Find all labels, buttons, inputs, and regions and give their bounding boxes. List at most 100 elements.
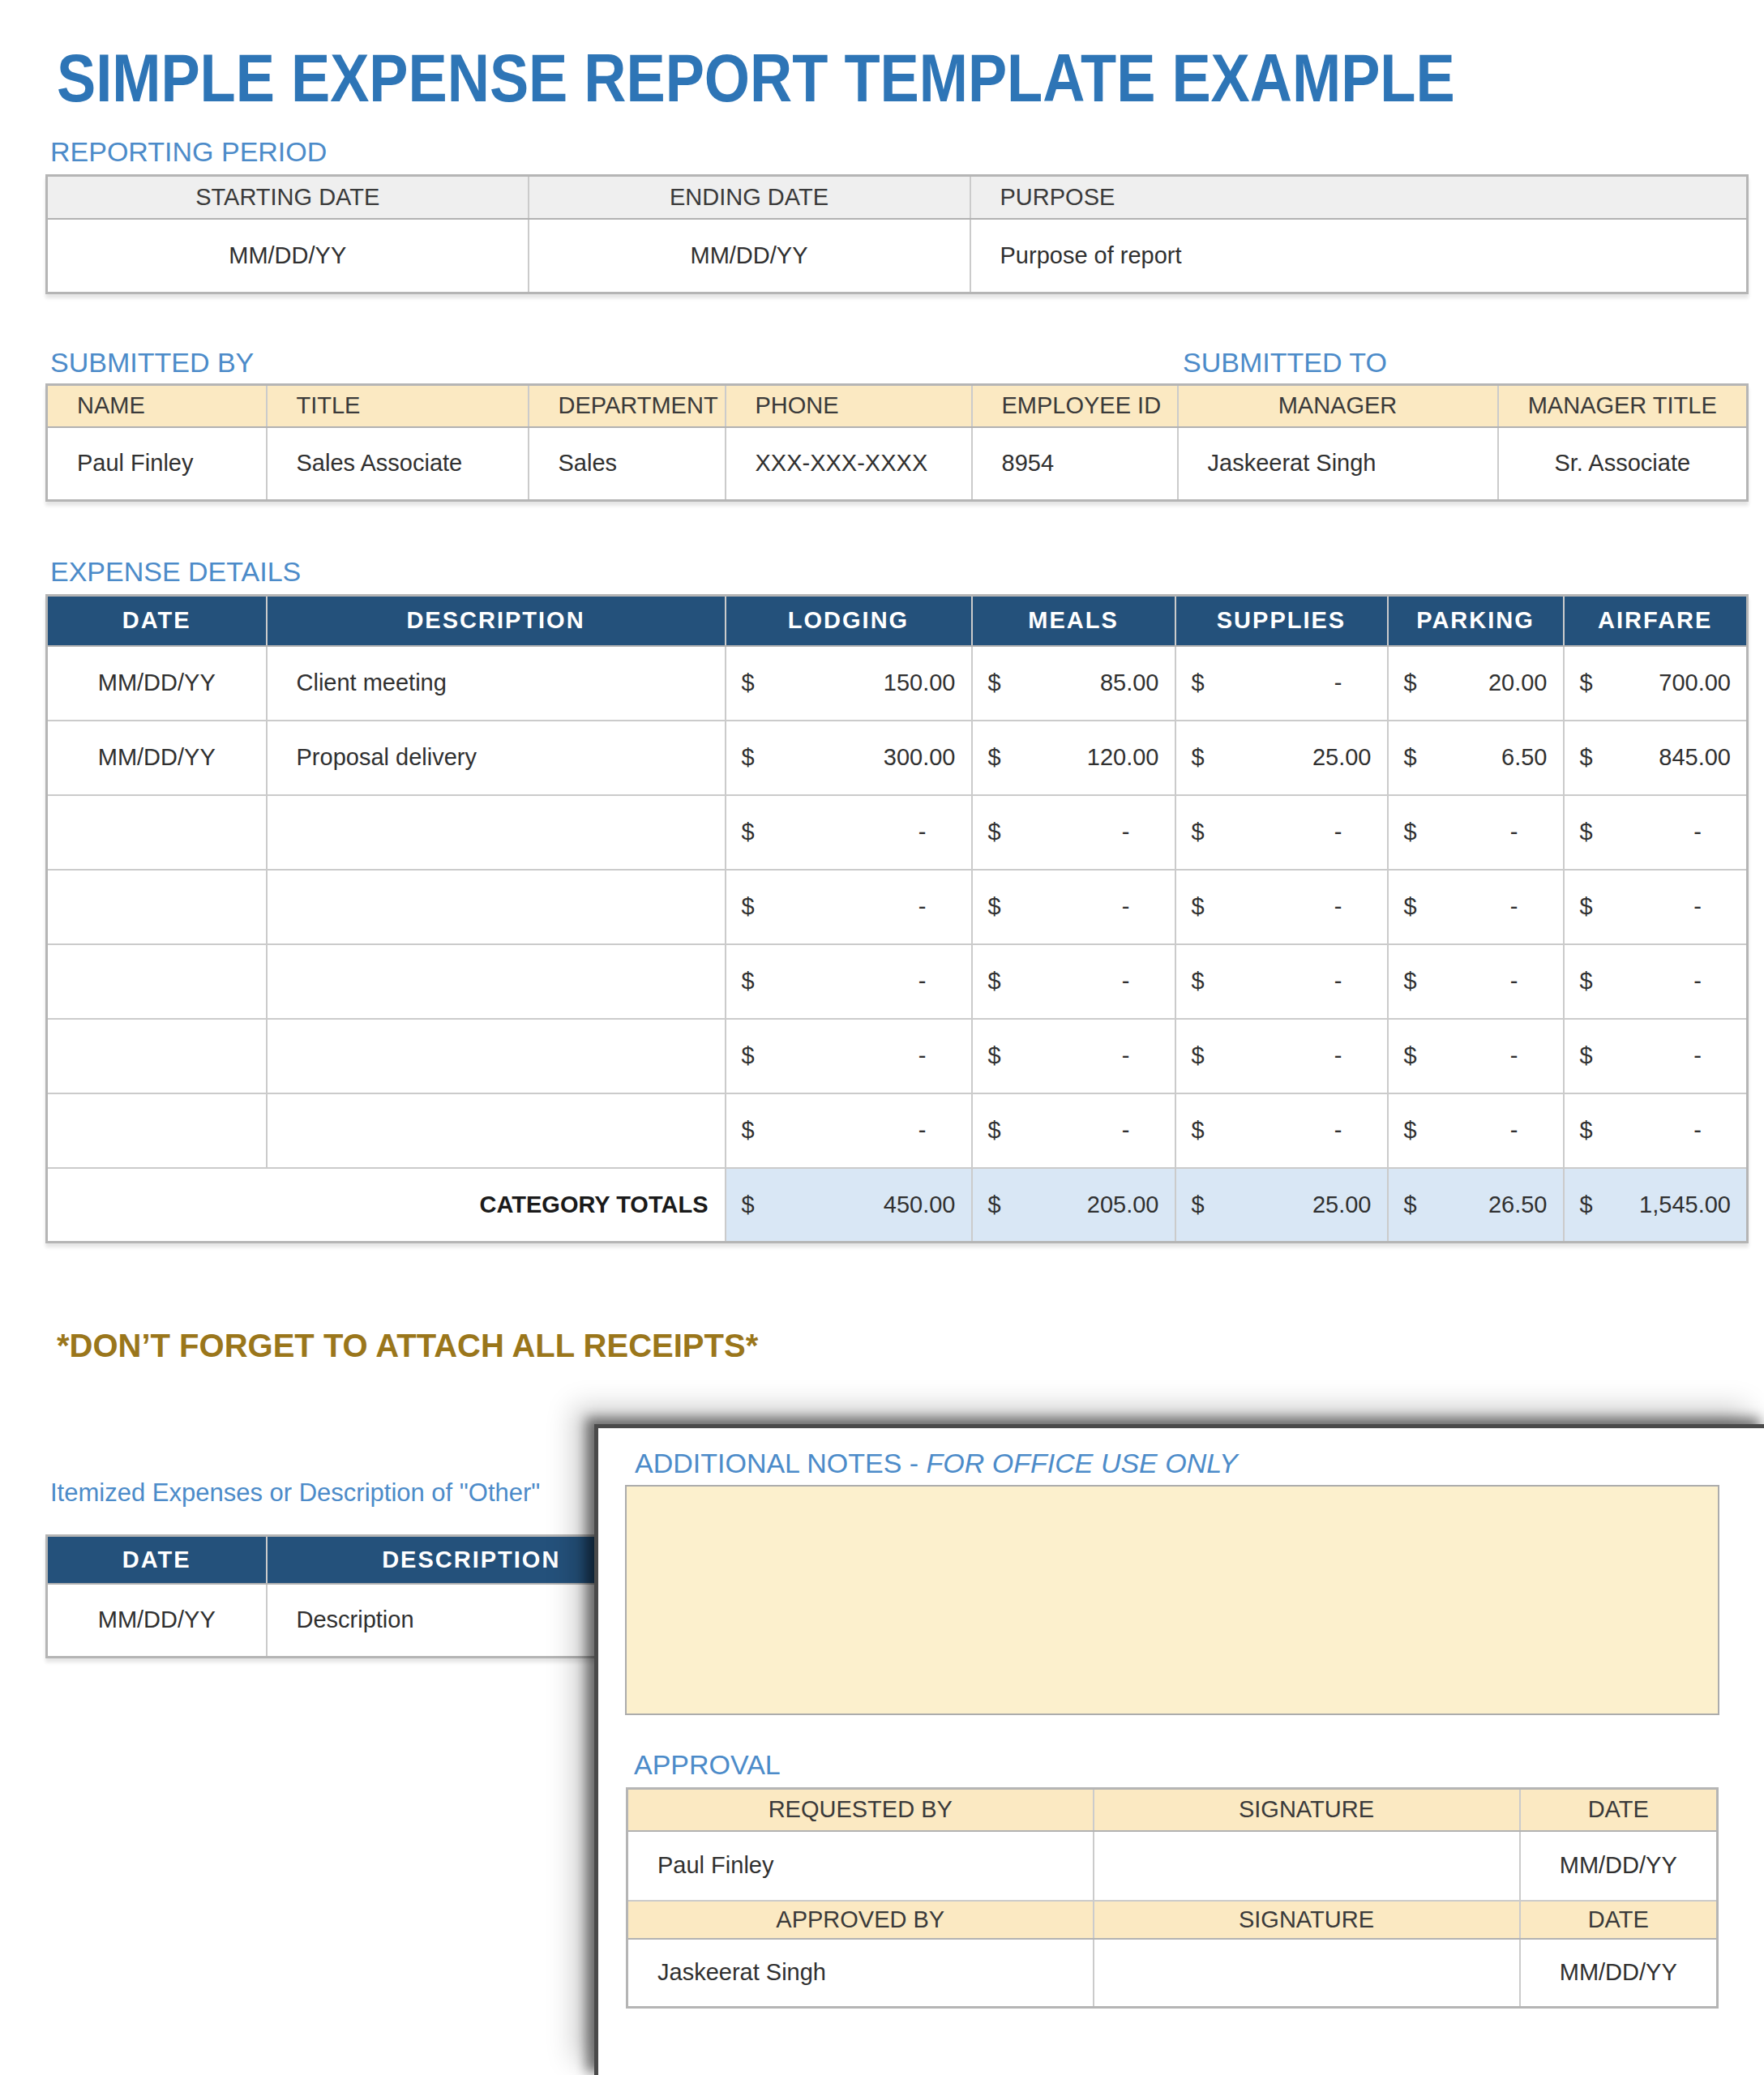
currency-symbol: $ xyxy=(742,968,755,995)
expense-date-field[interactable]: MM/DD/YY xyxy=(47,646,267,721)
expense-row: MM/DD/YYClient meeting$150.00$85.00$-$20… xyxy=(47,646,1748,721)
amount-cell[interactable]: $205.00 xyxy=(972,1168,1175,1243)
col-header-signature: SIGNATURE xyxy=(1094,1789,1520,1831)
currency-symbol: $ xyxy=(1192,744,1205,771)
amount-cell[interactable]: $- xyxy=(972,870,1175,944)
department-field[interactable]: Sales xyxy=(529,427,726,501)
amount-cell[interactable]: $- xyxy=(972,1019,1175,1093)
amount-cell[interactable]: $- xyxy=(1388,944,1564,1019)
starting-date-field[interactable]: MM/DD/YY xyxy=(47,219,529,293)
expense-description-field[interactable] xyxy=(267,870,726,944)
amount-cell[interactable]: $20.00 xyxy=(1388,646,1564,721)
currency-symbol: $ xyxy=(988,670,1001,696)
amount-value: - xyxy=(1122,893,1159,920)
amount-cell[interactable]: $- xyxy=(1564,1019,1748,1093)
amount-cell[interactable]: $- xyxy=(1564,795,1748,870)
amount-value: - xyxy=(1510,893,1548,920)
amount-cell[interactable]: $- xyxy=(726,1019,972,1093)
amount-cell[interactable]: $- xyxy=(1388,870,1564,944)
amount-cell[interactable]: $6.50 xyxy=(1388,721,1564,795)
approved-signature-field[interactable] xyxy=(1094,1939,1520,2008)
section-label-submitted-by: SUBMITTED BY xyxy=(50,347,254,379)
title-field[interactable]: Sales Associate xyxy=(267,427,529,501)
expense-date-field[interactable] xyxy=(47,870,267,944)
manager-title-field[interactable]: Sr. Associate xyxy=(1498,427,1748,501)
amount-cell[interactable]: $- xyxy=(972,944,1175,1019)
amount-cell[interactable]: $- xyxy=(1175,944,1388,1019)
amount-cell[interactable]: $- xyxy=(1388,1093,1564,1168)
currency-symbol: $ xyxy=(1404,1042,1417,1069)
expense-date-field[interactable] xyxy=(47,944,267,1019)
currency-symbol: $ xyxy=(1580,893,1593,920)
amount-value: 6.50 xyxy=(1501,744,1547,771)
expense-description-field[interactable]: Proposal delivery xyxy=(267,721,726,795)
amount-value: - xyxy=(1122,968,1159,995)
currency-symbol: $ xyxy=(1580,819,1593,845)
amount-cell[interactable]: $25.00 xyxy=(1175,1168,1388,1243)
amount-value: - xyxy=(1693,968,1731,995)
amount-cell[interactable]: $- xyxy=(726,944,972,1019)
additional-notes-input-area[interactable] xyxy=(625,1485,1719,1715)
amount-cell[interactable]: $450.00 xyxy=(726,1168,972,1243)
phone-field[interactable]: XXX-XXX-XXXX xyxy=(726,427,972,501)
reporting-period-value-row: MM/DD/YY MM/DD/YY Purpose of report xyxy=(47,219,1748,293)
ending-date-field[interactable]: MM/DD/YY xyxy=(529,219,970,293)
expense-description-field[interactable] xyxy=(267,1093,726,1168)
amount-cell[interactable]: $- xyxy=(726,795,972,870)
amount-cell[interactable]: $- xyxy=(1175,646,1388,721)
amount-value: - xyxy=(1334,819,1372,845)
currency-symbol: $ xyxy=(1192,968,1205,995)
amount-cell[interactable]: $- xyxy=(1388,1019,1564,1093)
purpose-field[interactable]: Purpose of report xyxy=(970,219,1748,293)
amount-cell[interactable]: $- xyxy=(1388,795,1564,870)
amount-cell[interactable]: $85.00 xyxy=(972,646,1175,721)
approved-date-field[interactable]: MM/DD/YY xyxy=(1520,1939,1718,2008)
amount-cell[interactable]: $- xyxy=(1175,870,1388,944)
expense-date-field[interactable] xyxy=(47,795,267,870)
amount-cell[interactable]: $- xyxy=(1564,1093,1748,1168)
amount-cell[interactable]: $- xyxy=(726,870,972,944)
col-header-date: DATE xyxy=(1520,1901,1718,1939)
amount-cell[interactable]: $- xyxy=(972,1093,1175,1168)
amount-cell[interactable]: $- xyxy=(726,1093,972,1168)
amount-cell[interactable]: $- xyxy=(1564,944,1748,1019)
amount-cell[interactable]: $150.00 xyxy=(726,646,972,721)
currency-symbol: $ xyxy=(988,968,1001,995)
amount-cell[interactable]: $26.50 xyxy=(1388,1168,1564,1243)
name-field[interactable]: Paul Finley xyxy=(47,427,267,501)
approval-approved-header-row: APPROVED BY SIGNATURE DATE xyxy=(627,1901,1718,1939)
itemized-date-field[interactable]: MM/DD/YY xyxy=(47,1584,267,1658)
expense-description-field[interactable] xyxy=(267,944,726,1019)
col-header-purpose: PURPOSE xyxy=(970,176,1748,219)
expense-date-field[interactable]: MM/DD/YY xyxy=(47,721,267,795)
expense-row: $-$-$-$-$- xyxy=(47,1093,1748,1168)
amount-cell[interactable]: $- xyxy=(1175,1019,1388,1093)
amount-cell[interactable]: $1,545.00 xyxy=(1564,1168,1748,1243)
amount-cell[interactable]: $- xyxy=(1175,795,1388,870)
requested-signature-field[interactable] xyxy=(1094,1831,1520,1901)
employee-id-field[interactable]: 8954 xyxy=(972,427,1178,501)
amount-cell[interactable]: $120.00 xyxy=(972,721,1175,795)
amount-cell[interactable]: $- xyxy=(1564,870,1748,944)
amount-cell[interactable]: $- xyxy=(1175,1093,1388,1168)
col-header-phone: PHONE xyxy=(726,385,972,427)
expense-description-field[interactable] xyxy=(267,795,726,870)
amount-cell[interactable]: $845.00 xyxy=(1564,721,1748,795)
currency-symbol: $ xyxy=(1192,670,1205,696)
manager-field[interactable]: Jaskeerat Singh xyxy=(1178,427,1498,501)
amount-cell[interactable]: $25.00 xyxy=(1175,721,1388,795)
currency-symbol: $ xyxy=(988,1192,1001,1218)
expense-date-field[interactable] xyxy=(47,1093,267,1168)
amount-cell[interactable]: $700.00 xyxy=(1564,646,1748,721)
currency-symbol: $ xyxy=(742,744,755,771)
col-header-manager-title: MANAGER TITLE xyxy=(1498,385,1748,427)
amount-value: 25.00 xyxy=(1312,1192,1372,1218)
expense-date-field[interactable] xyxy=(47,1019,267,1093)
amount-cell[interactable]: $- xyxy=(972,795,1175,870)
expense-description-field[interactable] xyxy=(267,1019,726,1093)
currency-symbol: $ xyxy=(742,893,755,920)
requested-date-field[interactable]: MM/DD/YY xyxy=(1520,1831,1718,1901)
expense-description-field[interactable]: Client meeting xyxy=(267,646,726,721)
amount-value: 120.00 xyxy=(1087,744,1159,771)
amount-cell[interactable]: $300.00 xyxy=(726,721,972,795)
